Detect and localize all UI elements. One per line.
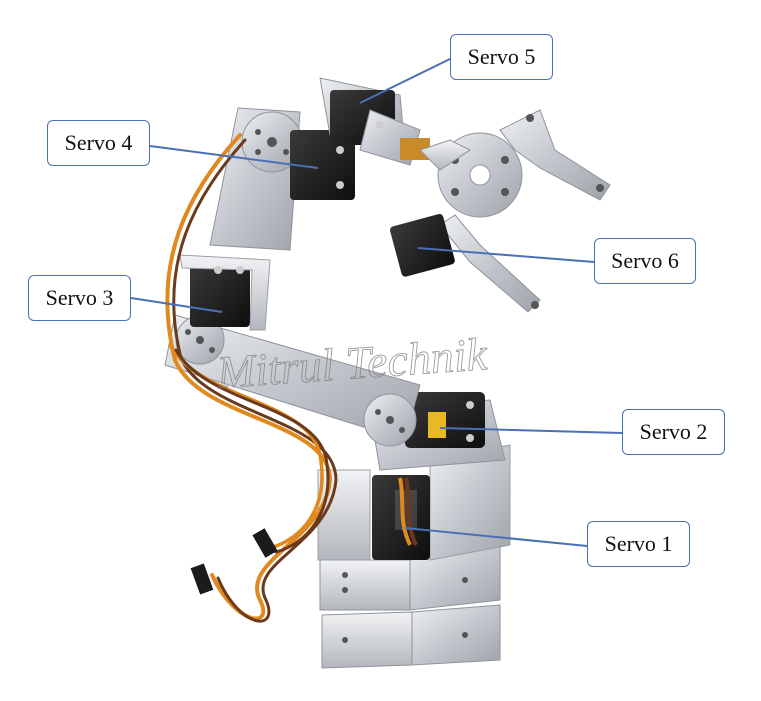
servo-cables: [165, 133, 338, 623]
servo-5-motor: [319, 77, 430, 166]
servo-3-motor: [179, 254, 271, 331]
gripper-claw: [390, 109, 611, 313]
servo-2-label: Servo 2: [622, 409, 725, 455]
servo-3-label: Servo 3: [28, 275, 131, 321]
leader-line-servo1: [404, 527, 588, 547]
servo-4-label: Servo 4: [47, 120, 150, 166]
leader-line-servo4: [149, 145, 319, 169]
servo-1-motor: [372, 475, 430, 560]
lower-arm-link: [164, 314, 421, 447]
servo-1-label: Servo 1: [587, 521, 690, 567]
leader-line-servo3: [130, 297, 223, 313]
leader-lines: [130, 57, 623, 547]
upper-arm-link: [209, 107, 303, 251]
leader-line-servo2: [439, 427, 623, 434]
leader-line-servo6: [417, 247, 595, 263]
servo-5-label: Servo 5: [450, 34, 553, 80]
servo-6-label: Servo 6: [594, 238, 696, 284]
leader-line-servo5: [359, 57, 453, 104]
base-bracket: [317, 444, 511, 669]
servo-4-motor: [290, 130, 355, 200]
